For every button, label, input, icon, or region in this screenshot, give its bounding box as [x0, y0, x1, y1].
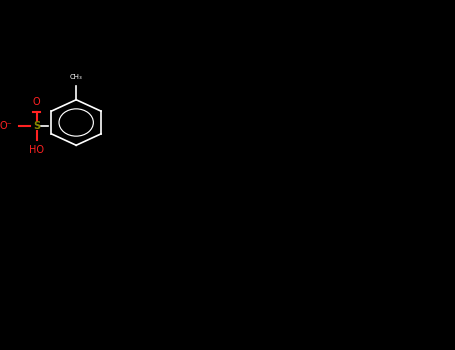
Text: O: O: [33, 97, 40, 107]
Text: S: S: [33, 121, 40, 131]
Text: CH₃: CH₃: [70, 75, 82, 80]
Text: HO: HO: [29, 145, 44, 155]
Text: O⁻: O⁻: [0, 121, 12, 131]
